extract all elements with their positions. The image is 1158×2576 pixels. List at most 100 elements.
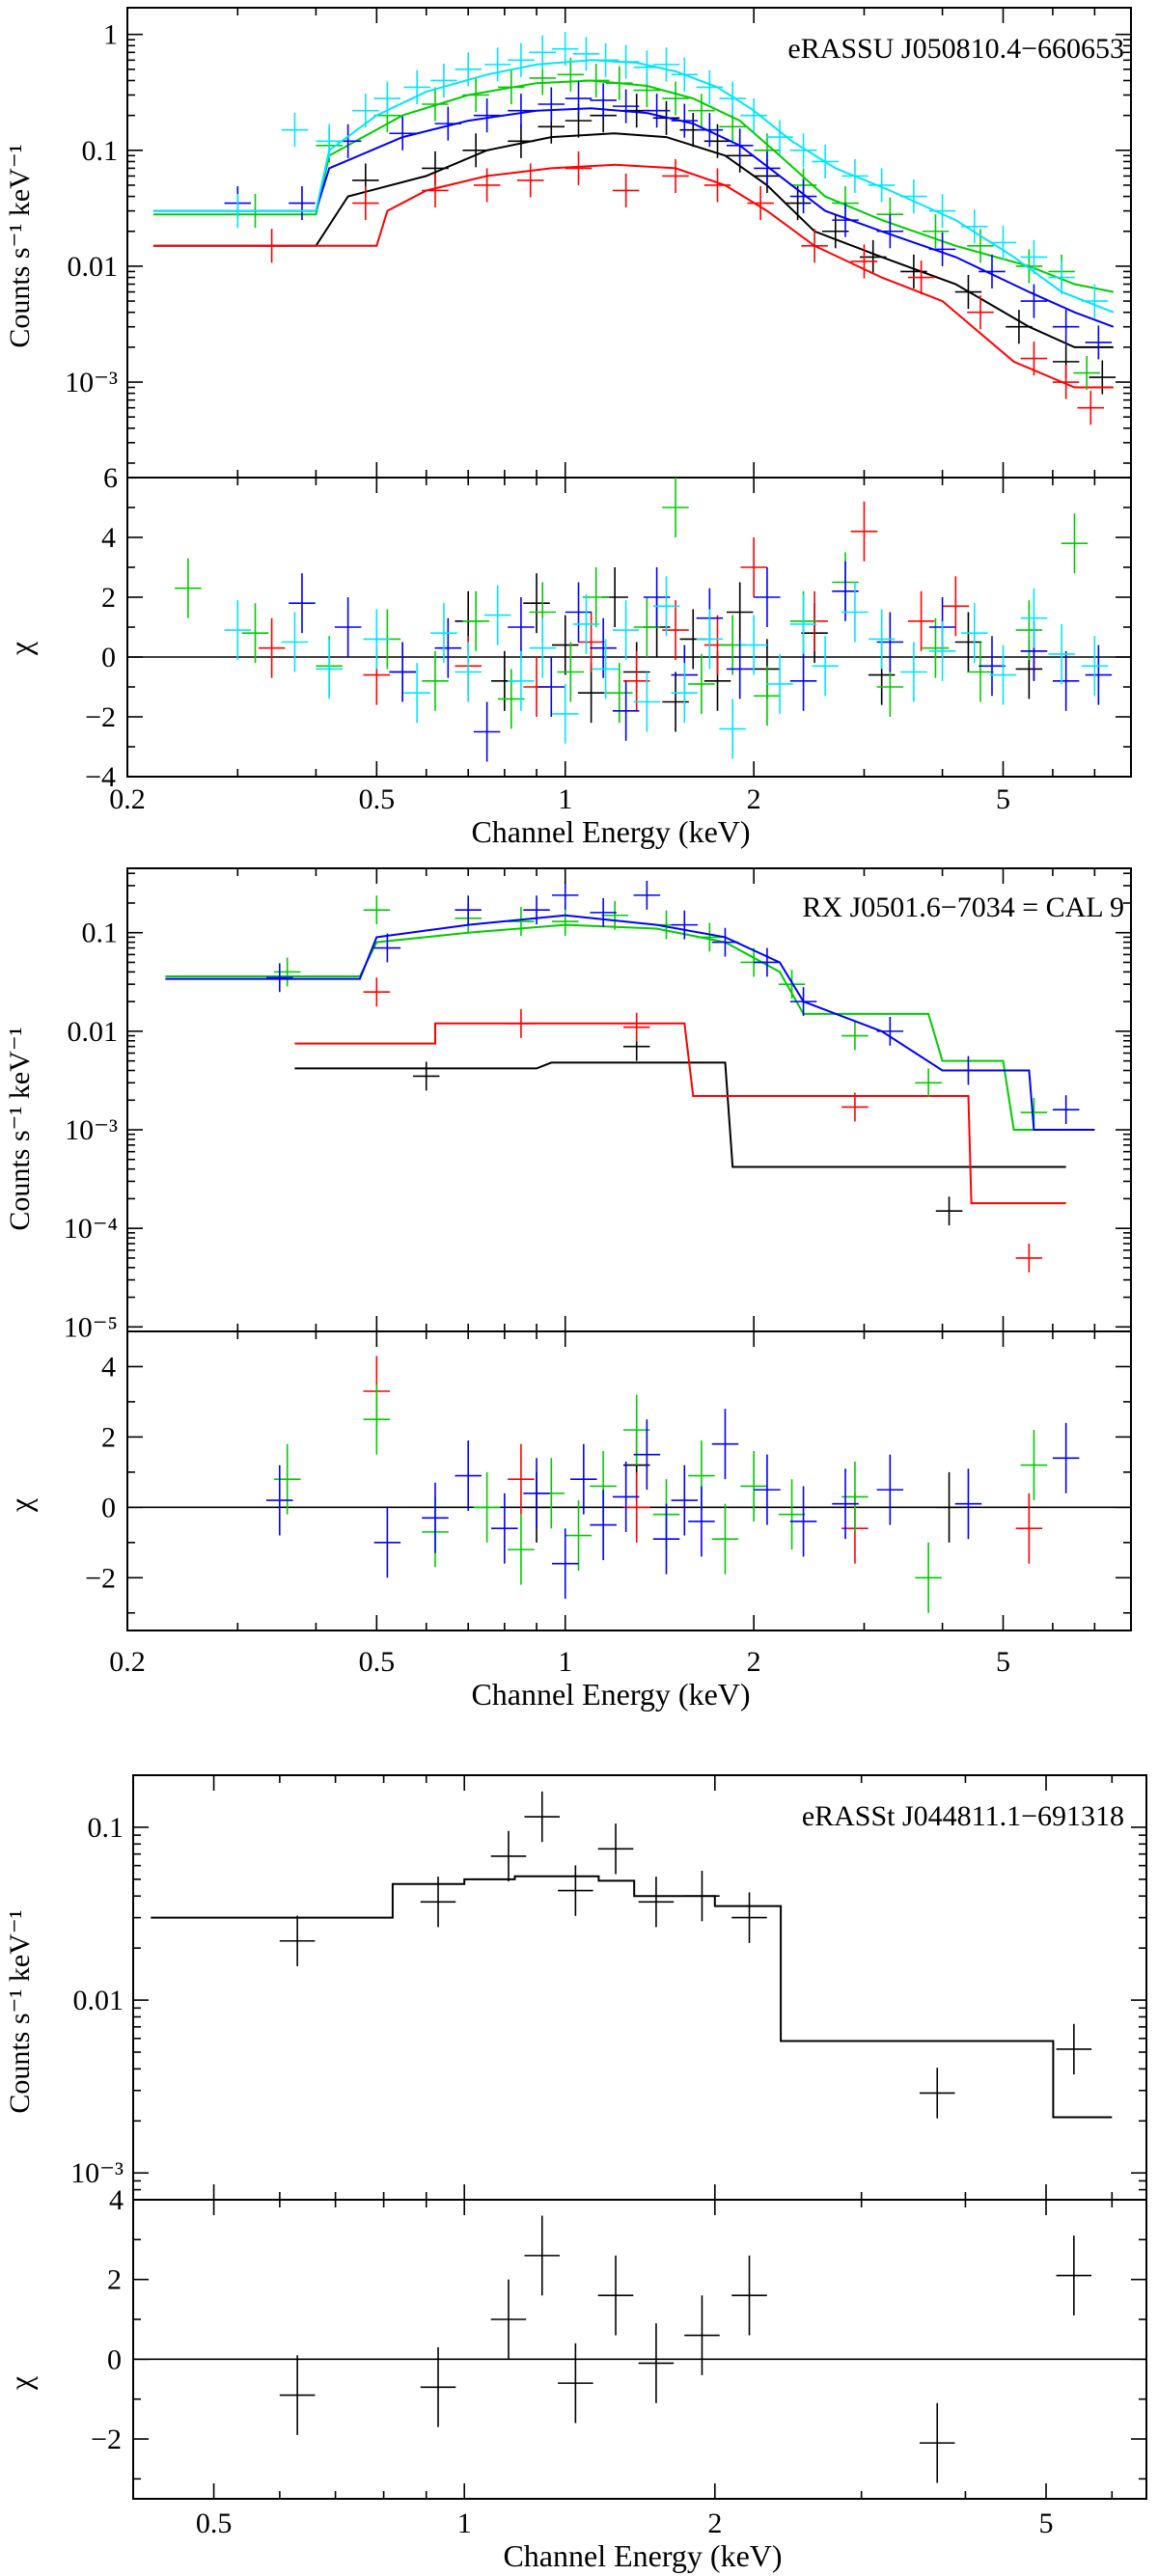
residual-point-obs4: [789, 1486, 817, 1557]
data-point-obs5: [789, 133, 817, 168]
residual-point-obs4: [876, 1454, 904, 1525]
data-point-obs3: [1015, 249, 1043, 284]
data-point-obs4: [954, 1055, 982, 1085]
residual-point-obs5: [1081, 636, 1109, 697]
residual-point-obs3: [175, 558, 202, 618]
residual-y-tick-label: 2: [101, 1421, 116, 1453]
panel-erasst-j044811: 0.1 0.01 10⁻³4 0.5 1 2 5 2 0 −2 eRASSt J044811.1…: [3, 1774, 1147, 2573]
residual-point-obs4: [422, 1482, 449, 1553]
y-tick-label: 10⁻⁵: [64, 1311, 118, 1343]
residual-point-obs4: [633, 1419, 661, 1491]
residual-point-obs4: [590, 617, 617, 678]
data-point-obs3: [606, 66, 633, 100]
data-point-obs2: [363, 977, 391, 1007]
residual-point-obs4: [289, 573, 316, 634]
data-point-obs3: [551, 907, 579, 937]
residual-point-obs3: [754, 666, 781, 726]
residual-point-obs2: [850, 501, 878, 562]
panel-rx-j0501: 0.1 0.01 10⁻³ 10⁻⁴ 10⁻⁵ 0.2 0.5 1 2 5 4 2 0 −2 RX J0…: [3, 867, 1132, 1712]
residual-point-obs4: [671, 1465, 699, 1536]
residual-point-obs1: [919, 2402, 955, 2483]
model-line-obs1: [151, 1875, 1113, 2119]
residual-point-obs3: [922, 617, 950, 678]
data-point-obs2: [801, 229, 828, 263]
residual-point-obs4: [551, 1528, 579, 1600]
data-point-obs1: [462, 133, 489, 168]
residual-point-obs5: [841, 582, 868, 643]
residual-point-obs3: [508, 1514, 535, 1585]
data-point-obs4: [455, 895, 482, 925]
model-line-obs5: [152, 59, 1115, 314]
panel-erassu-j050810: 1 0.1 0.01 10⁻³ 6 0.2 0.5 1 2 5 4 2 0 −2 −4 eRASSU J0…: [3, 7, 1132, 849]
x-tick-label: 0.2: [109, 1646, 146, 1678]
residual-point-obs5: [989, 644, 1017, 705]
spectrum-plot: 1 0.1 0.01 10⁻³ 6: [65, 7, 1132, 777]
residual-point-obs1: [954, 612, 982, 672]
data-point-obs5: [352, 94, 379, 128]
data-point-obs1: [935, 1196, 963, 1226]
residual-point-obs5: [551, 683, 579, 744]
y-tick-label: 10⁻⁴: [64, 1213, 118, 1245]
residual-point-obs5: [928, 620, 956, 681]
data-point-obs2: [422, 173, 449, 208]
residual-point-obs5: [508, 650, 535, 711]
data-point-obs4: [565, 81, 593, 116]
data-point-obs4: [1020, 284, 1048, 318]
spectrum-y-axis-label: Counts s⁻¹ keV⁻¹: [4, 144, 36, 347]
residual-point-obs2: [258, 617, 286, 678]
residual-point-obs1: [523, 573, 550, 634]
residual-point-obs1: [420, 2346, 456, 2427]
residual-point-obs1: [935, 1471, 963, 1543]
residual-point-obs1: [524, 2215, 561, 2296]
residual-point-obs1: [558, 2343, 593, 2424]
spectrum-frame: [132, 1774, 1147, 2201]
data-point-obs5: [612, 44, 640, 79]
residual-point-obs3: [1015, 600, 1043, 661]
residual-point-obs4: [334, 597, 362, 657]
data-point-obs4: [711, 927, 739, 957]
data-point-obs3: [498, 69, 525, 104]
residual-point-obs3: [740, 1451, 767, 1521]
data-point-obs4: [928, 232, 956, 266]
data-point-obs1: [420, 1877, 456, 1928]
data-point-obs5: [766, 120, 793, 154]
data-point-obs1: [919, 2068, 955, 2119]
residual-point-obs5: [900, 642, 927, 702]
data-point-obs4: [373, 933, 401, 963]
residual-point-obs2: [907, 590, 935, 651]
data-point-obs1: [508, 123, 535, 158]
residual-point-obs5: [633, 671, 661, 732]
model-line-obs1: [152, 132, 1114, 348]
data-point-obs5: [740, 98, 767, 133]
residual-point-obs4: [688, 1486, 715, 1557]
data-point-obs4: [696, 113, 724, 148]
residual-plot: 0.2 0.5 1 2 5 4 2 0 −2: [85, 868, 1132, 1678]
residual-frame: [126, 1330, 1132, 1631]
data-point-obs4: [726, 128, 754, 163]
x-tick-label: 0.5: [359, 1646, 396, 1678]
data-point-obs1: [784, 186, 812, 221]
residual-point-obs4: [1052, 1422, 1080, 1494]
residual-plot: 0.5 1 2 5 2 0 −2: [91, 1775, 1147, 2539]
y-tick-label: 0.01: [73, 1985, 124, 2016]
x-tick-label: 0.2: [109, 783, 146, 815]
data-point-obs1: [490, 1830, 527, 1882]
data-point-obs2: [258, 229, 286, 263]
residual-point-obs5: [1048, 623, 1075, 684]
data-point-obs1: [638, 1877, 675, 1928]
data-point-obs5: [1081, 284, 1109, 318]
data-point-obs2: [622, 1012, 650, 1042]
data-point-obs1: [1089, 360, 1117, 395]
residual-point-obs4: [455, 1440, 482, 1511]
data-point-obs5: [652, 47, 680, 82]
residual-y-tick-label: 0: [107, 2343, 122, 2375]
data-point-obs2: [508, 1008, 535, 1038]
residual-point-obs1: [638, 2323, 675, 2403]
residual-point-obs4: [612, 1461, 640, 1532]
residual-point-obs3: [241, 603, 269, 664]
y-tick-label: 6: [103, 462, 118, 494]
data-point-obs5: [841, 158, 868, 193]
residual-point-obs5: [316, 639, 343, 699]
residual-point-obs4: [590, 1490, 617, 1561]
